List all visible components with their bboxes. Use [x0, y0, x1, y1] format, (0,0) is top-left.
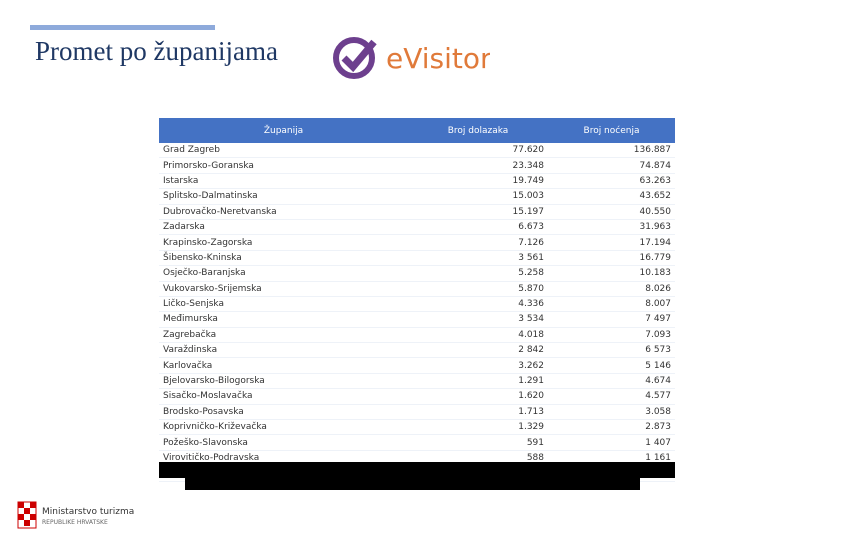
county-cell: Ličko-Senjska [159, 296, 408, 313]
county-cell: Vukovarsko-Srijemska [159, 281, 408, 297]
number-cell: 3 534 [408, 311, 548, 328]
county-cell: Krapinsko-Zagorska [159, 234, 408, 251]
county-cell: Sisačko-Moslavačka [159, 388, 408, 405]
county-cell: Požeško-Slavonska [159, 434, 408, 451]
number-cell: 15.003 [408, 188, 548, 205]
county-cell: Zadarska [159, 219, 408, 236]
column-header: Broj noćenja [548, 118, 675, 143]
slide-title: Promet po županijama [35, 36, 278, 66]
number-cell: 23.348 [408, 157, 548, 174]
table: Županija Broj dolazaka Broj noćenja Grad Z… [159, 118, 675, 482]
number-cell: 16.779 [548, 250, 675, 267]
number-cell: 4.336 [408, 296, 548, 313]
county-cell: Osječko-Baranjska [159, 265, 408, 282]
number-cell: 3.058 [548, 404, 675, 421]
number-cell: 2.873 [548, 419, 675, 436]
number-cell: 17.194 [548, 234, 675, 251]
table-row: Istarska 19.749 63.263 [159, 173, 675, 190]
header-row: Županija Broj dolazaka Broj noćenja [159, 118, 675, 143]
number-cell: 40.550 [548, 204, 675, 220]
ministry-country: REPUBLIKE HRVATSKE [42, 519, 108, 526]
table-row: Vukovarsko-Srijemska 5.870 8.026 [159, 281, 675, 297]
number-cell: 5.258 [408, 265, 548, 282]
table-row: Dubrovačko-Neretvanska 15.197 40.550 [159, 204, 675, 220]
number-cell: 1.620 [408, 388, 548, 405]
table-row: Brodsko-Posavska 1.713 3.058 [159, 404, 675, 421]
county-cell: Splitsko-Dalmatinska [159, 188, 408, 205]
number-cell: 19.749 [408, 173, 548, 190]
number-cell: 4.674 [548, 373, 675, 390]
table-row: Požeško-Slavonska 591 1 407 [159, 434, 675, 451]
number-cell: 7 497 [548, 311, 675, 328]
ministry-logo: Ministarstvo turizma REPUBLIKE HRVATSKE [17, 501, 134, 529]
number-cell: 4.577 [548, 388, 675, 405]
number-cell: 7.093 [548, 327, 675, 344]
number-cell: 15.197 [408, 204, 548, 220]
number-cell: 8.007 [548, 296, 675, 313]
table-row: Koprivničko-Križevačka 1.329 2.873 [159, 419, 675, 436]
table-row: Karlovačka 3.262 5 146 [159, 357, 675, 374]
table-row: Zadarska 6.673 31.963 [159, 219, 675, 236]
county-cell: Međimurska [159, 311, 408, 328]
county-cell: Brodsko-Posavska [159, 404, 408, 421]
number-cell: 591 [408, 434, 548, 451]
logo-text: eVisitor [386, 42, 490, 75]
number-cell: 43.652 [548, 188, 675, 205]
county-cell: Varaždinska [159, 342, 408, 359]
number-cell: 3.262 [408, 357, 548, 374]
county-cell: Istarska [159, 173, 408, 190]
number-cell: 63.263 [548, 173, 675, 190]
number-cell: 6.673 [408, 219, 548, 236]
county-cell: Grad Zagreb [159, 143, 408, 159]
number-cell: 74.874 [548, 157, 675, 174]
table-row: Splitsko-Dalmatinska 15.003 43.652 [159, 188, 675, 205]
number-cell: 2 842 [408, 342, 548, 359]
table-row: Bjelovarsko-Bilogorska 1.291 4.674 [159, 373, 675, 390]
table-row: Krapinsko-Zagorska 7.126 17.194 [159, 234, 675, 251]
table-row: Ličko-Senjska 4.336 8.007 [159, 296, 675, 313]
number-cell: 1.713 [408, 404, 548, 421]
table-row: Zagrebačka 4.018 7.093 [159, 327, 675, 344]
table-row: Međimurska 3 534 7 497 [159, 311, 675, 328]
number-cell: 4.018 [408, 327, 548, 344]
number-cell: 31.963 [548, 219, 675, 236]
evisitor-logo: eVisitor [333, 37, 490, 79]
county-cell: Šibensko-Kninska [159, 250, 408, 267]
number-cell: 6 573 [548, 342, 675, 359]
number-cell: 1.291 [408, 373, 548, 390]
county-cell: Karlovačka [159, 357, 408, 374]
number-cell: 3 561 [408, 250, 548, 267]
number-cell: 7.126 [408, 234, 548, 251]
table-row: Sisačko-Moslavačka 1.620 4.577 [159, 388, 675, 405]
table-base [185, 478, 640, 490]
number-cell: 5.870 [408, 281, 548, 297]
table-row: Primorsko-Goranska 23.348 74.874 [159, 157, 675, 174]
ministry-name: Ministarstvo turizma [42, 507, 134, 517]
table-row: Šibensko-Kninska 3 561 16.779 [159, 250, 675, 267]
county-cell: Primorsko-Goranska [159, 157, 408, 174]
county-cell: Koprivničko-Križevačka [159, 419, 408, 436]
table-base [159, 462, 675, 478]
accent-bar [30, 25, 215, 30]
county-cell: Zagrebačka [159, 327, 408, 344]
column-header: Broj dolazaka [408, 118, 548, 143]
table-body: Grad Zagreb 77.620 136.887 Primorsko-Gorans… [159, 143, 675, 482]
number-cell: 8.026 [548, 281, 675, 297]
table-row: Varaždinska 2 842 6 573 [159, 342, 675, 359]
table-row: Grad Zagreb 77.620 136.887 [159, 143, 675, 159]
column-header: Županija [159, 118, 408, 143]
number-cell: 136.887 [548, 143, 675, 159]
number-cell: 1 407 [548, 434, 675, 451]
county-cell: Dubrovačko-Neretvanska [159, 204, 408, 220]
number-cell: 1.329 [408, 419, 548, 436]
number-cell: 5 146 [548, 357, 675, 374]
number-cell: 10.183 [548, 265, 675, 282]
number-cell: 77.620 [408, 143, 548, 159]
county-cell: Bjelovarsko-Bilogorska [159, 373, 408, 390]
table-row: Osječko-Baranjska 5.258 10.183 [159, 265, 675, 282]
